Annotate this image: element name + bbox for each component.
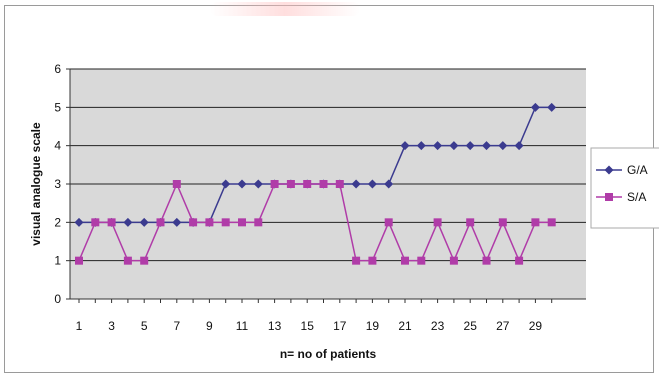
data-point-g-a xyxy=(514,141,524,151)
data-point-s-a xyxy=(433,218,442,227)
data-point-g-a xyxy=(498,141,508,151)
data-point-g-a xyxy=(139,217,149,227)
x-tick-label: 15 xyxy=(301,319,315,333)
x-tick-label: 25 xyxy=(464,319,478,333)
data-point-s-a xyxy=(205,218,214,227)
legend-item-s-a: S/A xyxy=(596,190,646,204)
header-smudge xyxy=(210,2,360,16)
y-tick-label: 5 xyxy=(54,100,61,114)
data-point-g-a xyxy=(449,141,459,151)
data-point-s-a xyxy=(547,218,556,227)
data-point-g-a xyxy=(416,141,426,151)
data-point-g-a xyxy=(221,179,231,189)
legend-marker-s-a xyxy=(605,193,613,201)
data-point-s-a xyxy=(91,218,100,227)
data-point-s-a xyxy=(498,218,507,227)
x-axis-title: n= no of patients xyxy=(280,347,377,361)
data-point-s-a xyxy=(352,256,361,265)
x-tick-label: 17 xyxy=(333,319,347,333)
legend-box xyxy=(590,147,659,229)
data-point-g-a xyxy=(253,179,263,189)
data-point-g-a xyxy=(433,141,443,151)
y-tick-label: 2 xyxy=(54,215,61,229)
data-point-g-a xyxy=(237,179,247,189)
data-point-s-a xyxy=(417,256,426,265)
data-point-s-a xyxy=(449,256,458,265)
data-point-g-a xyxy=(482,141,491,151)
data-point-s-a xyxy=(319,180,328,188)
data-point-g-a xyxy=(172,217,182,227)
data-point-s-a xyxy=(466,218,475,227)
data-point-s-a xyxy=(123,256,132,265)
data-point-s-a xyxy=(172,180,181,188)
data-point-s-a xyxy=(368,256,377,265)
x-tick-label: 5 xyxy=(141,319,148,333)
y-tick-label: 1 xyxy=(54,254,61,268)
data-point-g-a xyxy=(530,102,540,112)
series-line-s-a xyxy=(78,182,552,263)
data-point-s-a xyxy=(384,218,393,227)
data-point-g-a xyxy=(74,217,84,227)
data-point-s-a xyxy=(221,218,230,227)
x-tick-label: 13 xyxy=(268,319,282,333)
y-axis-title: visual analogue scale xyxy=(29,122,43,246)
data-point-s-a xyxy=(238,218,246,227)
data-point-s-a xyxy=(107,218,116,227)
data-point-s-a xyxy=(254,218,263,227)
legend-label-g-a: G/A xyxy=(627,163,648,177)
data-point-s-a xyxy=(335,180,344,188)
x-tick-label: 11 xyxy=(236,319,249,333)
data-point-g-a xyxy=(384,179,394,189)
series-layer xyxy=(74,102,557,265)
legend: G/A S/A xyxy=(590,147,659,229)
x-tick-label: 27 xyxy=(496,319,510,333)
data-point-s-a xyxy=(140,256,149,265)
data-point-g-a xyxy=(547,102,557,112)
y-tick-label: 3 xyxy=(54,177,61,191)
data-point-g-a xyxy=(351,179,361,189)
data-point-g-a xyxy=(123,217,133,227)
data-point-s-a xyxy=(75,256,83,265)
x-tick-label: 23 xyxy=(431,319,445,333)
data-point-g-a xyxy=(465,141,475,151)
data-point-s-a xyxy=(401,256,409,265)
y-tick-label: 0 xyxy=(54,292,61,306)
data-point-s-a xyxy=(515,256,524,265)
y-tick-label: 4 xyxy=(54,139,61,153)
x-tick-label: 1 xyxy=(76,319,83,333)
data-point-s-a xyxy=(270,180,279,188)
x-tick-label: 21 xyxy=(398,319,412,333)
legend-item-g-a: G/A xyxy=(596,163,648,177)
data-point-s-a xyxy=(482,256,491,265)
legend-marker-g-a xyxy=(604,165,614,175)
y-tick-label: 6 xyxy=(54,62,61,76)
data-point-s-a xyxy=(189,218,198,227)
data-point-g-a xyxy=(400,141,410,151)
x-axis-ticks: 1 3 5 7 9 11 13 15 17 19 21 23 25 27 29 xyxy=(76,299,553,333)
data-point-s-a xyxy=(531,218,540,227)
data-point-g-a xyxy=(367,179,377,189)
data-point-s-a xyxy=(156,218,165,227)
data-point-s-a xyxy=(303,180,312,188)
y-axis-ticks: 0 1 2 3 4 5 6 xyxy=(54,62,70,306)
x-tick-label: 29 xyxy=(529,319,543,333)
series-s-a xyxy=(75,180,556,265)
x-tick-label: 7 xyxy=(173,319,180,333)
x-tick-label: 3 xyxy=(108,319,115,333)
x-tick-label: 19 xyxy=(366,319,380,333)
legend-label-s-a: S/A xyxy=(627,190,646,204)
data-point-s-a xyxy=(286,180,295,188)
x-tick-label: 9 xyxy=(206,319,213,333)
